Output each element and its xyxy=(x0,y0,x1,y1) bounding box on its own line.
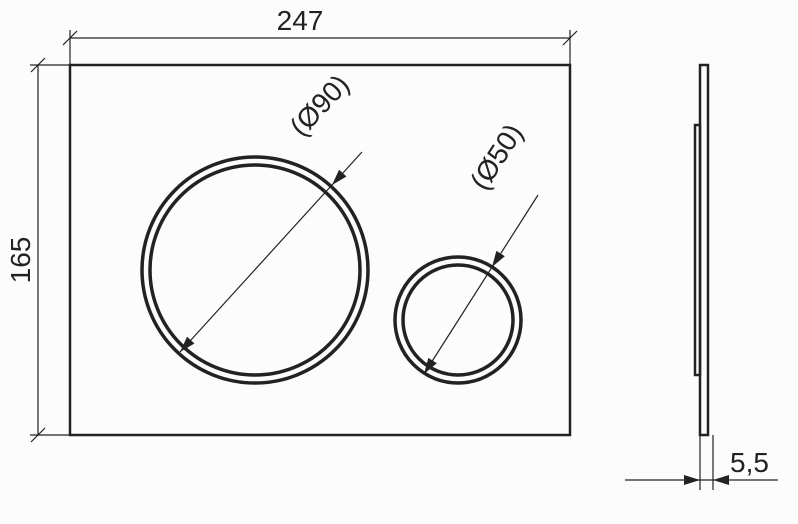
dimension-height xyxy=(30,58,70,442)
technical-drawing: 247 165 5,5 (Ø90) (Ø50) xyxy=(0,0,798,524)
dimension-diameter-large-label: (Ø90) xyxy=(284,69,355,142)
dimension-height-label: 165 xyxy=(5,237,36,284)
dimension-width-label: 247 xyxy=(277,5,324,36)
dimension-thickness-label: 5,5 xyxy=(730,447,769,478)
dimension-diameter-small-label: (Ø50) xyxy=(464,118,529,195)
dimension-diameter-large xyxy=(180,152,362,352)
dimension-diameter-small xyxy=(424,195,538,374)
side-view xyxy=(695,65,708,435)
